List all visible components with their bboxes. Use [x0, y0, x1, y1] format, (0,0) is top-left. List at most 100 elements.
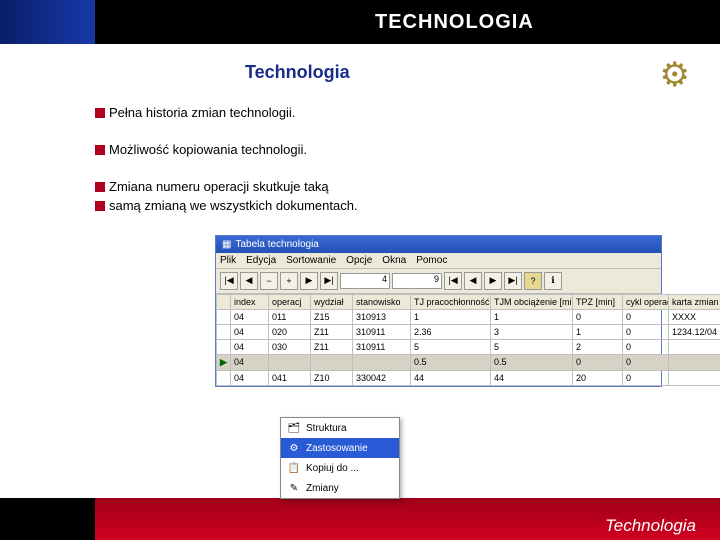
menu-help[interactable]: Pomoc	[416, 255, 447, 266]
data-grid[interactable]: indexoperacjwydziałstanowiskoTJ pracochł…	[216, 294, 661, 386]
table-cell[interactable]: Z15	[311, 309, 353, 324]
table-cell[interactable]	[217, 309, 231, 324]
nav-plus-button[interactable]: +	[280, 272, 298, 290]
column-header[interactable]: TPZ [min]	[573, 294, 623, 309]
bullet-square-icon	[95, 201, 105, 211]
footer-label: Technologia	[605, 516, 696, 536]
window-title: Tabela technologia	[235, 239, 318, 250]
ctx-label: Zmiany	[306, 483, 339, 494]
menu-edit[interactable]: Edycja	[246, 255, 276, 266]
ctx-changes[interactable]: ✎ Zmiany	[281, 478, 399, 498]
column-header[interactable]	[217, 294, 231, 309]
column-header[interactable]: wydział	[311, 294, 353, 309]
edit-icon: ✎	[287, 481, 301, 495]
table-cell[interactable]: 44	[411, 370, 491, 385]
column-header[interactable]: stanowisko	[353, 294, 411, 309]
table-cell[interactable]: ▶	[217, 354, 231, 370]
info-button[interactable]: ℹ	[544, 272, 562, 290]
table-cell[interactable]: 0	[573, 309, 623, 324]
nav-minus-button[interactable]: −	[260, 272, 278, 290]
table-cell[interactable]: 041	[269, 370, 311, 385]
table-cell[interactable]: 0	[573, 354, 623, 370]
table-cell[interactable]: 3	[491, 324, 573, 339]
table-cell[interactable]	[217, 339, 231, 354]
table-cell[interactable]	[217, 370, 231, 385]
table-cell[interactable]: 0	[623, 370, 669, 385]
table-cell[interactable]	[269, 354, 311, 370]
table-cell[interactable]: 310913	[353, 309, 411, 324]
table-cell[interactable]: 04	[231, 354, 269, 370]
table-cell[interactable]: 0.5	[411, 354, 491, 370]
column-header[interactable]: TJM obciążenie [min]	[491, 294, 573, 309]
ctx-structure[interactable]: 🗂 Struktura	[281, 418, 399, 438]
table-cell[interactable]: 2.36	[411, 324, 491, 339]
table-cell[interactable]: 0	[623, 339, 669, 354]
nav-next2-button[interactable]: ▶	[484, 272, 502, 290]
table-cell[interactable]: 330042	[353, 370, 411, 385]
table-cell[interactable]	[311, 354, 353, 370]
column-header[interactable]: karta zmian	[669, 294, 720, 309]
table-cell[interactable]: 310911	[353, 339, 411, 354]
table-cell[interactable]: Z10	[311, 370, 353, 385]
nav-prev-button[interactable]: ◀	[240, 272, 258, 290]
table-cell[interactable]: 1234.12/04	[669, 324, 720, 339]
nav-prev2-button[interactable]: ◀	[464, 272, 482, 290]
page-input[interactable]: 4	[340, 273, 390, 289]
table-cell[interactable]: Z11	[311, 339, 353, 354]
table-cell[interactable]: 20	[573, 370, 623, 385]
table-cell[interactable]: 5	[491, 339, 573, 354]
menu-windows[interactable]: Okna	[382, 255, 406, 266]
ctx-copy[interactable]: 📋 Kopiuj do ...	[281, 458, 399, 478]
table-row[interactable]: 04011Z153109131100XXXX	[217, 309, 720, 324]
table-cell[interactable]	[353, 354, 411, 370]
table-cell[interactable]: 44	[491, 370, 573, 385]
table-cell[interactable]: 1	[491, 309, 573, 324]
table-cell[interactable]: 5	[411, 339, 491, 354]
table-cell[interactable]: 2	[573, 339, 623, 354]
table-cell[interactable]: 1	[411, 309, 491, 324]
table-cell[interactable]: 0.5	[491, 354, 573, 370]
table-row[interactable]: 04041Z103300424444200GCH3	[217, 370, 720, 385]
table-cell[interactable]: 020	[269, 324, 311, 339]
menu-file[interactable]: Plik	[220, 255, 236, 266]
bullet-item: samą zmianą we wszystkich dokumentach.	[95, 198, 680, 215]
menu-options[interactable]: Opcje	[346, 255, 372, 266]
table-cell[interactable]: 04	[231, 324, 269, 339]
nav-last2-button[interactable]: ▶|	[504, 272, 522, 290]
table-cell[interactable]	[669, 339, 720, 354]
ctx-label: Kopiuj do ...	[306, 463, 359, 474]
table-cell[interactable]	[669, 354, 720, 370]
menu-sort[interactable]: Sortowanie	[286, 255, 336, 266]
table-cell[interactable]	[217, 324, 231, 339]
column-header[interactable]: index	[231, 294, 269, 309]
table-row[interactable]: 04030Z113109115520GCH2	[217, 339, 720, 354]
column-header[interactable]: operacj	[269, 294, 311, 309]
table-cell[interactable]: 04	[231, 309, 269, 324]
table-cell[interactable]: XXXX	[669, 309, 720, 324]
table-cell[interactable]: 04	[231, 339, 269, 354]
table-cell[interactable]: 0	[623, 309, 669, 324]
nav-first2-button[interactable]: |◀	[444, 272, 462, 290]
bullet-text: Pełna historia zmian technologii.	[109, 105, 295, 122]
table-cell[interactable]: 030	[269, 339, 311, 354]
table-cell[interactable]: Z11	[311, 324, 353, 339]
of-input[interactable]: 9	[392, 273, 442, 289]
table-row[interactable]: ▶040.50.500GCH0.01	[217, 354, 720, 370]
app-icon: ▦	[222, 239, 231, 250]
nav-last-button[interactable]: ▶|	[320, 272, 338, 290]
table-cell[interactable]: 011	[269, 309, 311, 324]
table-cell[interactable]: 04	[231, 370, 269, 385]
table-cell[interactable]: 310911	[353, 324, 411, 339]
ctx-usage[interactable]: ⚙ Zastosowanie	[281, 438, 399, 458]
table-row[interactable]: 04020Z113109112.363101234.12/04GCH1	[217, 324, 720, 339]
nav-first-button[interactable]: |◀	[220, 272, 238, 290]
column-header[interactable]: TJ pracochłonność [min]	[411, 294, 491, 309]
help-button[interactable]: ?	[524, 272, 542, 290]
table-cell[interactable]: 1	[573, 324, 623, 339]
table-cell[interactable]: 0	[623, 324, 669, 339]
column-header[interactable]: cykl operacji	[623, 294, 669, 309]
table-cell[interactable]: 0	[623, 354, 669, 370]
nav-next-button[interactable]: ▶	[300, 272, 318, 290]
table-cell[interactable]	[669, 370, 720, 385]
window-titlebar[interactable]: ▦ Tabela technologia	[216, 236, 661, 253]
